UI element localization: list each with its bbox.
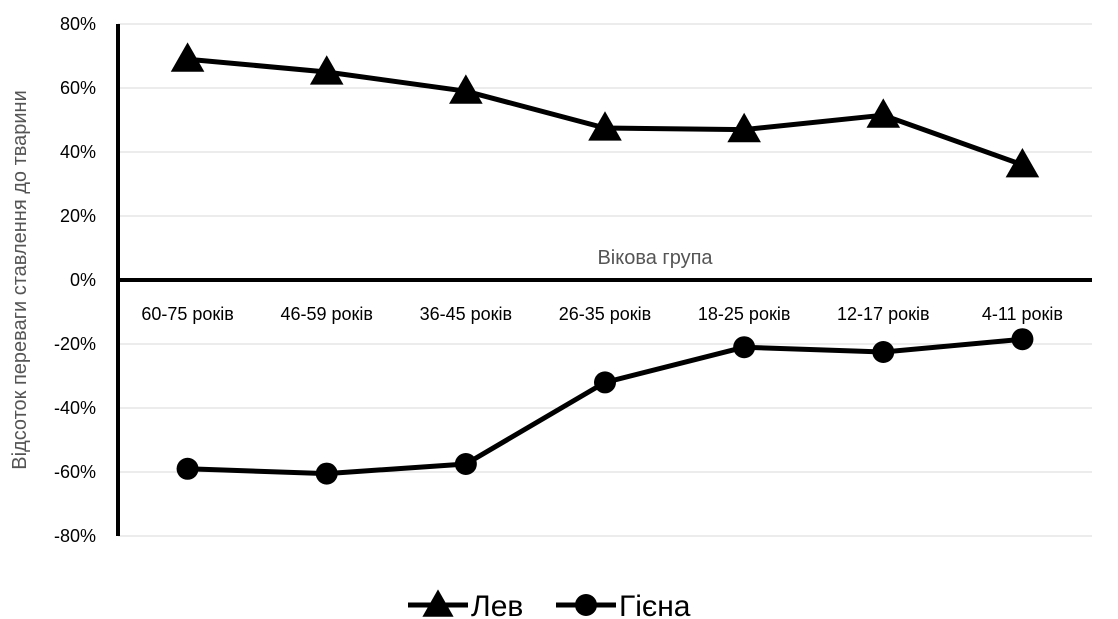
- legend-marker-circle: [575, 594, 597, 616]
- y-tick-label: 40%: [60, 142, 96, 162]
- series-layer: [170, 42, 1040, 485]
- data-point-circle: [733, 336, 756, 359]
- legend: Лев Гієна: [408, 589, 691, 619]
- x-tick-label: 26-35 років: [559, 304, 652, 324]
- y-axis-title: Відсоток переваги ставлення до тварини: [9, 90, 31, 470]
- series-circle: [176, 328, 1034, 485]
- x-tick-label: 12-17 років: [837, 304, 930, 324]
- x-tick-label: 4-11 років: [982, 304, 1063, 324]
- legend-label: Гієна: [619, 590, 691, 619]
- x-tick-label: 18-25 років: [698, 304, 791, 324]
- series-triangle: [170, 42, 1040, 178]
- data-point-triangle: [1005, 148, 1040, 178]
- x-tick-labels: 60-75 років 46-59 років 36-45 років 26-35 р…: [141, 304, 1063, 324]
- y-tick-label: 20%: [60, 206, 96, 226]
- data-point-triangle: [170, 42, 205, 72]
- data-point-circle: [1011, 328, 1034, 351]
- x-tick-label: 46-59 років: [280, 304, 373, 324]
- x-tick-label: 60-75 років: [141, 304, 234, 324]
- data-point-circle: [594, 371, 616, 394]
- legend-label: Лев: [471, 590, 523, 619]
- data-point-circle: [872, 341, 895, 363]
- data-point-triangle: [727, 112, 761, 143]
- data-point-triangle: [449, 74, 483, 104]
- legend-marker-triangle: [422, 589, 454, 617]
- series-line: [187, 336, 1023, 477]
- y-tick-label: -80%: [54, 526, 96, 546]
- y-tick-label: -20%: [54, 334, 96, 354]
- x-tick-label: 36-45 років: [420, 304, 513, 324]
- data-point-triangle: [309, 55, 344, 85]
- legend-item: Лев: [408, 589, 523, 619]
- data-point-circle: [315, 462, 338, 485]
- y-tick-label: 0%: [70, 270, 96, 290]
- data-point-triangle: [588, 111, 622, 141]
- y-tick-labels: 80% 60% 40% 20% 0% -20% -40% -60% -80%: [54, 14, 96, 546]
- x-axis-title: Вікова група: [597, 247, 713, 269]
- y-tick-label: 60%: [60, 78, 96, 98]
- data-point-circle: [176, 457, 199, 480]
- data-point-triangle: [866, 98, 901, 128]
- y-tick-label: -60%: [54, 462, 96, 482]
- legend-item: Гієна: [556, 590, 691, 619]
- y-tick-label: -40%: [54, 398, 96, 418]
- data-point-circle: [454, 453, 477, 475]
- y-tick-label: 80%: [60, 14, 96, 34]
